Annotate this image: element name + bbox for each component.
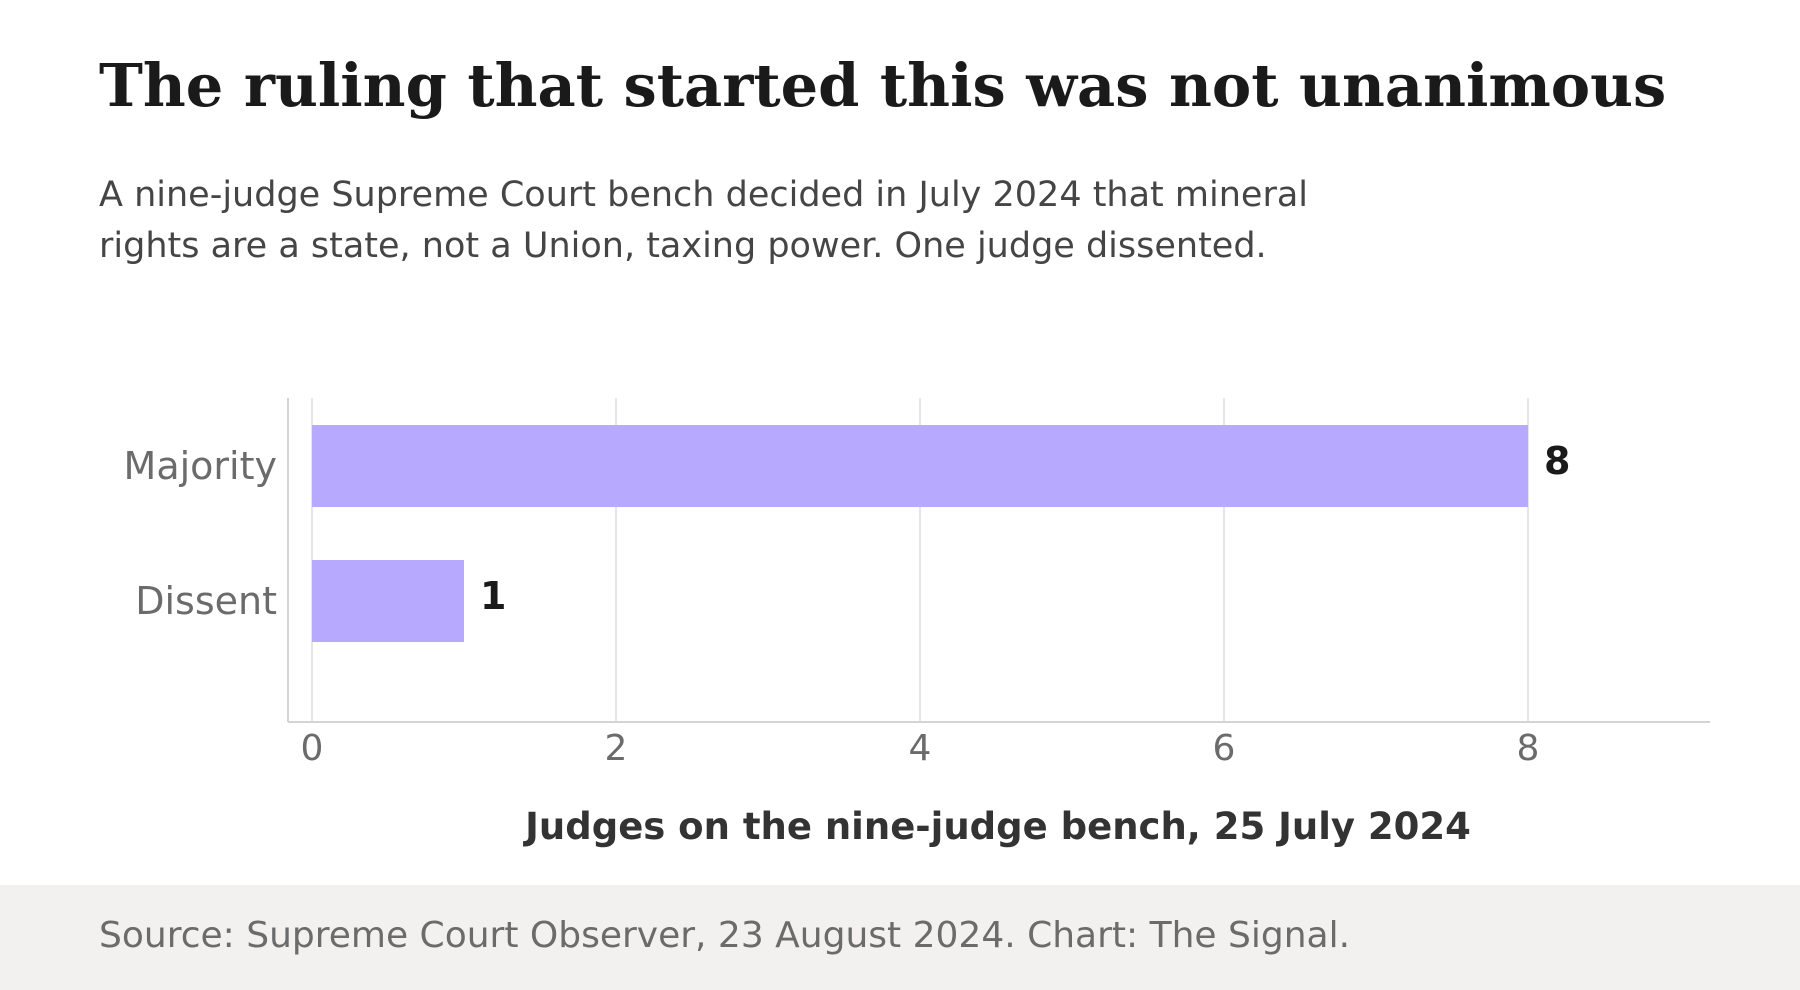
- y-tick-label-majority: Majority: [124, 444, 277, 488]
- x-tick-label: 2: [605, 728, 628, 769]
- x-tick-label: 6: [1213, 728, 1236, 769]
- subtitle-line-1: A nine-judge Supreme Court bench decided…: [99, 175, 1309, 215]
- bar-majority: [312, 425, 1528, 507]
- labels: 0 2 4 6 8 Majority 8 Dissent 1 Judges on the nine…: [124, 439, 1571, 848]
- x-tick-label: 0: [301, 728, 324, 769]
- axes: [287, 398, 1710, 723]
- bars: [312, 425, 1528, 642]
- bar-dissent: [312, 560, 464, 642]
- value-label-dissent: 1: [480, 574, 506, 618]
- chart-title: The ruling that started this was not una…: [99, 51, 1667, 120]
- subtitle-line-2: rights are a state, not a Union, taxing …: [99, 226, 1267, 266]
- bar-chart: 0 2 4 6 8 Majority 8 Dissent 1 Judges on the nine…: [124, 398, 1710, 848]
- x-tick-label: 4: [909, 728, 932, 769]
- y-tick-label-dissent: Dissent: [135, 579, 277, 623]
- chart-subtitle: A nine-judge Supreme Court bench decided…: [99, 170, 1429, 272]
- footer: Source: Supreme Court Observer, 23 Augus…: [0, 885, 1800, 990]
- x-axis-title: Judges on the nine-judge bench, 25 July …: [522, 805, 1471, 848]
- value-label-majority: 8: [1544, 439, 1570, 483]
- source-note: Source: Supreme Court Observer, 23 Augus…: [99, 915, 1351, 956]
- x-tick-label: 8: [1517, 728, 1540, 769]
